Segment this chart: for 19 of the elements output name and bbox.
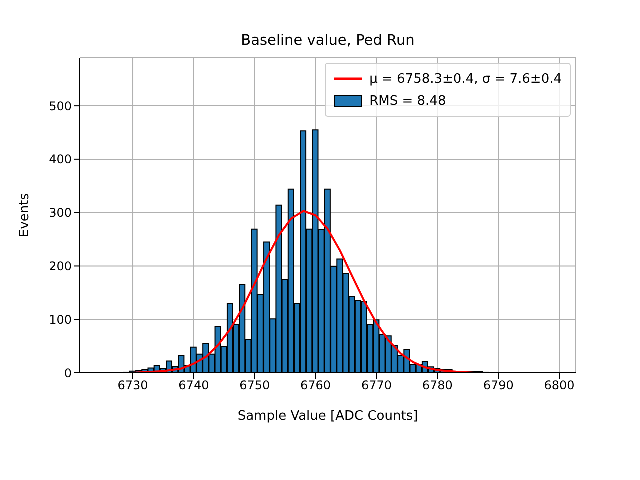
legend-label: μ = 6758.3±0.4, σ = 7.6±0.4 bbox=[370, 72, 562, 86]
y-tick-label: 0 bbox=[64, 366, 72, 380]
legend-label: RMS = 8.48 bbox=[370, 94, 446, 108]
x-tick-label: 6780 bbox=[422, 378, 453, 393]
chart-title: Baseline value, Ped Run bbox=[240, 33, 416, 49]
y-tick-label: 500 bbox=[49, 99, 72, 114]
x-tick-label: 6790 bbox=[483, 378, 514, 393]
y-tick-label: 100 bbox=[49, 312, 72, 327]
x-tick-label: 6800 bbox=[544, 378, 575, 393]
x-axis-title: Sample Value [ADC Counts] bbox=[238, 409, 418, 424]
x-tick-label: 6770 bbox=[361, 378, 392, 393]
y-tick-label: 200 bbox=[49, 259, 72, 274]
y-tick-label: 400 bbox=[49, 152, 72, 167]
y-axis-title: Events bbox=[18, 193, 33, 238]
x-tick-label: 6750 bbox=[240, 378, 270, 393]
y-tick-label: 300 bbox=[49, 206, 72, 220]
x-tick-label: 6730 bbox=[118, 378, 148, 393]
x-tick-label: 6760 bbox=[300, 378, 332, 393]
x-tick-label: 6740 bbox=[178, 378, 210, 393]
